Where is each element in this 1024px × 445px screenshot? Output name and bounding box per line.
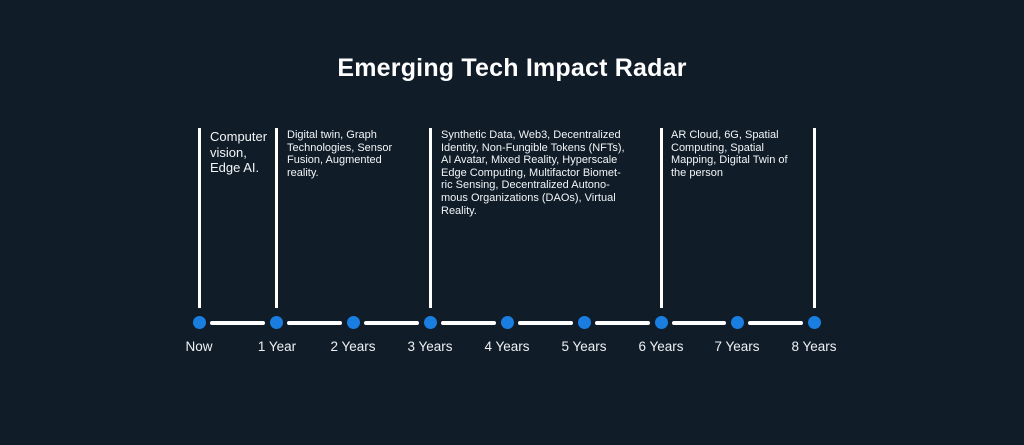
tick-label-5-years: 5 Years xyxy=(561,339,607,354)
marker-line-8-years xyxy=(812,128,816,308)
tick-label-6-years: 6 Years xyxy=(638,339,684,354)
annotation-3-years: Synthetic Data, Web3, Decentralized Iden… xyxy=(441,129,625,217)
timeline-segment xyxy=(287,321,342,325)
tick-label-4-years: 4 Years xyxy=(484,339,530,354)
timeline-segment xyxy=(748,321,803,325)
timeline-dot-now xyxy=(192,316,206,329)
timeline-dot-5-years xyxy=(577,316,591,329)
timeline-dot-4-years xyxy=(500,316,514,329)
timeline-segment xyxy=(595,321,650,325)
annotation-now: Computer vision, Edge AI. xyxy=(210,129,268,175)
page-title: Emerging Tech Impact Radar xyxy=(337,54,687,82)
timeline-segment xyxy=(441,321,496,325)
tick-label-3-years: 3 Years xyxy=(407,339,453,354)
marker-line-now xyxy=(197,128,201,308)
timeline-dot-7-years xyxy=(730,316,744,329)
tick-label-2-years: 2 Years xyxy=(330,339,376,354)
timeline-dot-3-years xyxy=(423,316,437,329)
timeline-segment xyxy=(210,321,265,325)
tick-label-1-year: 1 Year xyxy=(257,339,297,354)
timeline-dot-8-years xyxy=(807,316,821,329)
tick-label-now: Now xyxy=(185,339,213,354)
timeline-segment xyxy=(364,321,419,325)
annotation-1-year: Digital twin, Graph Technologies, Sensor… xyxy=(287,129,393,179)
annotation-6-years: AR Cloud, 6G, Spatial Computing, Spatial… xyxy=(671,129,788,179)
timeline-dot-6-years xyxy=(654,316,668,329)
marker-line-1-year xyxy=(275,128,278,308)
timeline-dot-1-year xyxy=(270,316,283,329)
marker-line-6-years xyxy=(659,128,663,308)
timeline-dot-2-years xyxy=(346,316,360,329)
marker-line-3-years xyxy=(428,128,432,308)
tick-label-7-years: 7 Years xyxy=(714,339,760,354)
timeline-segment xyxy=(518,321,573,325)
tick-label-8-years: 8 Years xyxy=(791,339,837,354)
timeline-segment xyxy=(672,321,726,325)
